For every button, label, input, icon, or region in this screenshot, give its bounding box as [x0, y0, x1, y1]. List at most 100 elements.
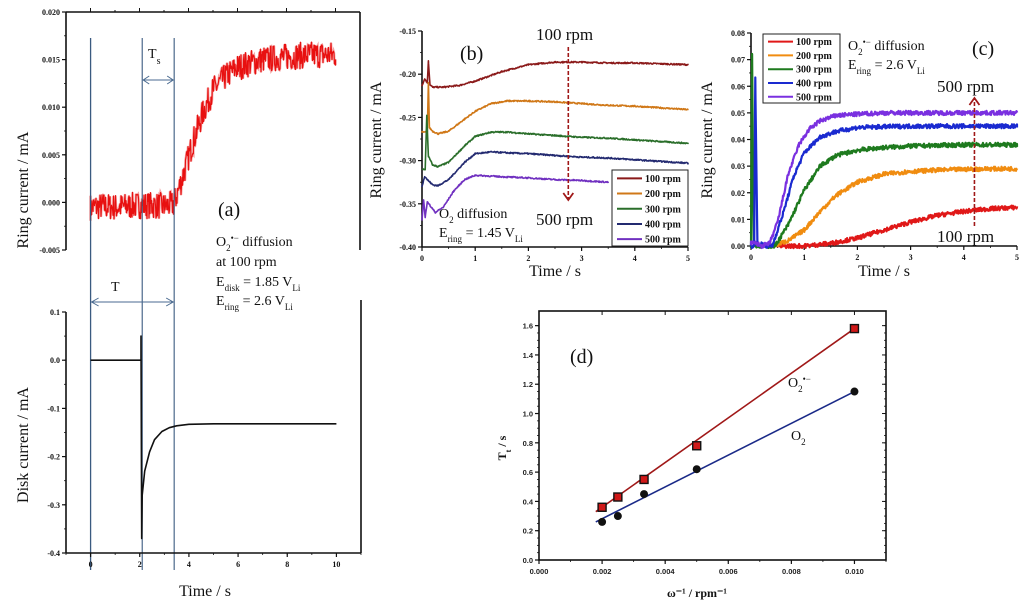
legend-label: 300 rpm [796, 65, 833, 76]
arrow-head [562, 192, 575, 202]
svg-text:Edisk = 1.85 VLi: Edisk = 1.85 VLi [216, 275, 301, 293]
x-tick-label: 10 [332, 560, 340, 569]
x-tick-label: 5 [686, 254, 690, 263]
legend-label: 500 rpm [645, 235, 682, 246]
legend-label: 300 rpm [645, 204, 682, 215]
x-tick-label: 0.010 [845, 567, 864, 576]
series-line [421, 174, 609, 221]
b-annotation-text: O2 diffusion Ering = 1.45 VLi [439, 207, 523, 244]
y-axis-label-b: Ring current / mA [368, 81, 385, 198]
data-point-circle [692, 465, 701, 474]
data-point-square [613, 492, 623, 502]
series-halo [89, 41, 337, 221]
y-tick-label: -0.005 [39, 246, 60, 255]
x-tick-label: 0 [749, 253, 753, 262]
y-tick-label: 1.6 [523, 322, 533, 331]
legend-label: 400 rpm [796, 78, 833, 89]
fit-line [595, 390, 855, 523]
series-line [749, 109, 1019, 250]
y-tick-label: 1.2 [523, 380, 533, 389]
x-tick-label: 0.004 [656, 567, 676, 576]
y-tick-label: 0.04 [731, 136, 745, 145]
series-line [421, 114, 689, 171]
svg-text:Ering = 2.6 VLi: Ering = 2.6 VLi [848, 58, 925, 76]
series-line [771, 165, 1019, 249]
y-tick-label: 0.01 [731, 215, 745, 224]
series-200-rpm [421, 81, 689, 136]
series-label-o2: O2 [791, 429, 806, 447]
ts-arrowhead-left [142, 75, 150, 85]
x-tick-label: 1 [473, 254, 477, 263]
x-tick-label: 2 [526, 254, 530, 263]
x-tick-label: 0.000 [530, 567, 549, 576]
series-line [749, 76, 1019, 249]
series-ring-current [89, 41, 337, 221]
data-point-circle [613, 512, 622, 521]
series-line [749, 52, 1019, 250]
x-tick-label: 0 [420, 254, 424, 263]
y-tick-label: 0.05 [731, 109, 745, 118]
arrow-label-top-c: 500 rpm [937, 77, 994, 96]
x-tick-label: 4 [187, 560, 191, 569]
svg-text:O2•− diffusion: O2•− diffusion [848, 37, 925, 57]
series-o2 [595, 387, 859, 526]
x-tick-label: 2 [855, 253, 859, 262]
legend-label: 400 rpm [645, 219, 682, 230]
y-tick-label: 0.1 [50, 308, 60, 317]
y-tick-label: 0.0 [523, 556, 533, 565]
x-axis-label-a: Time / s [179, 583, 231, 600]
panel-label-a: (a) [218, 199, 240, 221]
c-annotation-text: O2•− diffusion Ering = 2.6 VLi [848, 37, 925, 76]
x-tick-label: 8 [285, 560, 289, 569]
panel-a-ring-current: Ring current / mA (a) Ts T O2•− diffusio… [15, 8, 361, 570]
arrow-label-top-b: 100 rpm [536, 25, 593, 44]
svg-text:Ering = 2.6 VLi: Ering = 2.6 VLi [216, 294, 293, 312]
y-tick-label: 0.00 [731, 242, 745, 251]
x-tick-label: 2 [138, 560, 142, 569]
y-axis-label-c: Ring current / mA [699, 81, 716, 198]
y-tick-label: -0.2 [47, 453, 60, 462]
svg-text:O2 diffusion: O2 diffusion [439, 207, 507, 225]
y-axis-label-a-bottom: Disk current / mA [15, 387, 32, 503]
x-tick-label: 4 [633, 254, 637, 263]
series-line [421, 150, 689, 187]
t-arrowhead-left [90, 297, 99, 307]
series-line [776, 204, 1019, 250]
series-500-rpm [421, 174, 609, 221]
data-point-square [692, 441, 702, 451]
y-tick-label: 0.0 [50, 356, 60, 365]
series-line [90, 335, 337, 540]
panel-label-c: (c) [972, 38, 994, 60]
arrow-label-bottom-b: 500 rpm [536, 210, 593, 229]
y-tick-label: 0.000 [42, 198, 60, 207]
y-tick-label: -0.15 [399, 27, 416, 36]
y-tick-label: 0.03 [731, 162, 745, 171]
series-100-rpm [776, 204, 1019, 250]
y-tick-label: -0.40 [399, 243, 416, 252]
panel-a-disk-current: Disk current / mA Time / s 0.1 0.0 -0.1 -0.… [15, 300, 362, 600]
y-tick-label: -0.30 [399, 157, 416, 166]
data-point-square [597, 502, 607, 512]
x-tick-label: 0.008 [782, 567, 801, 576]
ts-arrowhead-right [166, 75, 175, 85]
series-500-rpm [749, 109, 1019, 250]
legend-label: 500 rpm [796, 92, 833, 103]
y-tick-label: 0.6 [523, 468, 533, 477]
x-tick-label: 0.006 [719, 567, 738, 576]
series-100-rpm [421, 60, 689, 89]
x-axis-label-c: Time / s [858, 263, 910, 280]
x-tick-label: 0 [89, 560, 93, 569]
y-tick-label: 0.005 [42, 151, 60, 160]
y-tick-label: 0.06 [731, 82, 745, 91]
x-tick-label: 0.002 [593, 567, 612, 576]
legend-label: 200 rpm [796, 51, 833, 62]
x-tick-label: 3 [909, 253, 913, 262]
guide-lines [89, 38, 175, 570]
arrow-label-bottom-c: 100 rpm [937, 227, 994, 246]
series-200-rpm [771, 165, 1019, 249]
series-label-o2-superoxide: O2•− [788, 374, 811, 394]
y-axis-label-d: Tt / s [495, 435, 513, 460]
y-tick-label: -0.20 [399, 70, 416, 79]
y-tick-label: -0.3 [47, 501, 60, 510]
